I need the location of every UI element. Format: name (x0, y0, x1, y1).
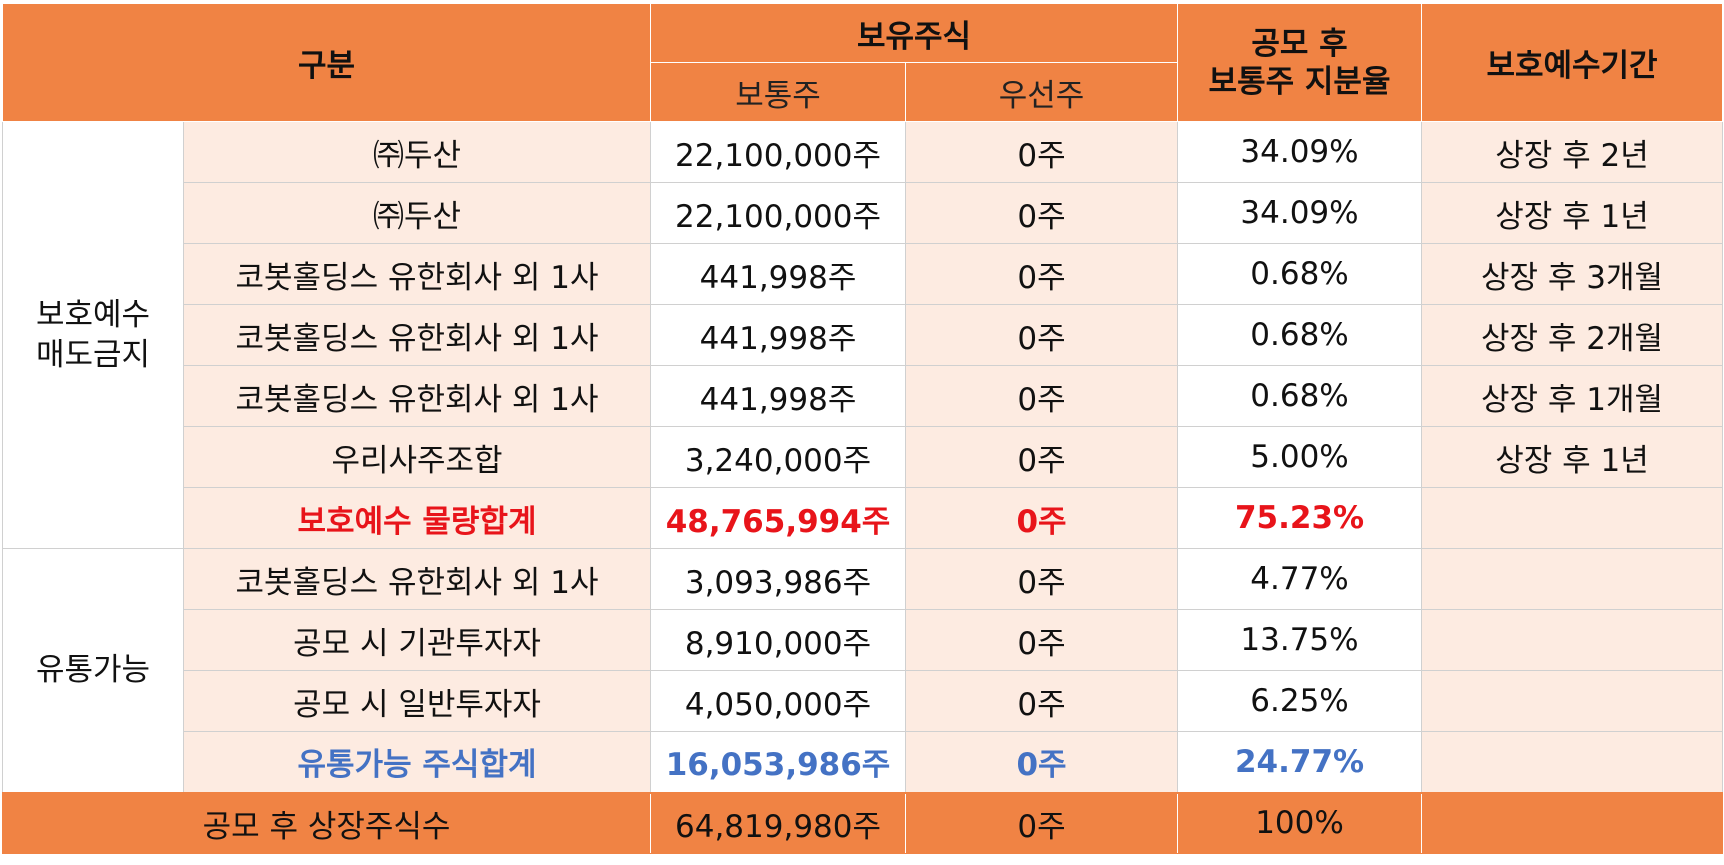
header-ratio-line2: 보통주 지분율 (1208, 63, 1391, 100)
row-ratio: 75.23% (1177, 487, 1423, 549)
row-period: 상장 후 1년 (1421, 182, 1724, 244)
header-ratio: 공모 후 보통주 지분율 (1177, 3, 1423, 122)
header-lockup-period: 보호예수기간 (1421, 3, 1724, 122)
footer-name: 공모 후 상장주식수 (1, 791, 652, 854)
row-common: 16,053,986주 (650, 731, 907, 793)
header-common: 보통주 (650, 62, 907, 122)
row-common: 441,998주 (650, 365, 907, 427)
row-preferred: 0주 (905, 731, 1179, 793)
header-category: 구분 (1, 3, 652, 122)
row-ratio: 13.75% (1177, 609, 1423, 671)
footer-ratio: 100% (1177, 791, 1423, 854)
row-name: 공모 시 일반투자자 (182, 670, 652, 732)
header-holdings: 보유주식 (650, 3, 1179, 63)
row-common: 22,100,000주 (650, 121, 907, 183)
table-row: 코봇홀딩스 유한회사 외 1사 441,998주 0주 0.68% 상장 후 2… (3, 304, 1724, 366)
table-row: 공모 시 기관투자자 8,910,000주 0주 13.75% (3, 609, 1724, 671)
row-common: 3,093,986주 (650, 548, 907, 610)
footer-preferred: 0주 (905, 791, 1179, 854)
row-preferred: 0주 (905, 182, 1179, 244)
row-preferred: 0주 (905, 243, 1179, 305)
row-preferred: 0주 (905, 121, 1179, 183)
header-preferred: 우선주 (905, 62, 1179, 122)
table-row: 유통가능 코봇홀딩스 유한회사 외 1사 3,093,986주 0주 4.77% (2, 548, 1724, 793)
footer-common: 64,819,980주 (650, 791, 907, 854)
row-ratio: 0.68% (1177, 365, 1423, 427)
row-ratio: 5.00% (1177, 426, 1423, 488)
row-preferred: 0주 (905, 548, 1179, 610)
table-row: 코봇홀딩스 유한회사 외 1사 441,998주 0주 0.68% 상장 후 1… (3, 365, 1724, 427)
row-ratio: 4.77% (1177, 548, 1423, 610)
row-name: 코봇홀딩스 유한회사 외 1사 (182, 304, 652, 366)
row-ratio: 6.25% (1177, 670, 1423, 732)
row-period: 상장 후 2개월 (1421, 304, 1724, 366)
row-name: 코봇홀딩스 유한회사 외 1사 (182, 548, 652, 610)
row-ratio: 0.68% (1177, 243, 1423, 305)
row-preferred: 0주 (905, 487, 1179, 549)
row-common: 441,998주 (650, 243, 907, 305)
row-period (1421, 731, 1724, 793)
row-name: 코봇홀딩스 유한회사 외 1사 (182, 243, 652, 305)
shareholding-table: 구분 보유주식 공모 후 보통주 지분율 보호예수기간 보통주 우선주 보호예수… (1, 3, 1724, 854)
row-ratio: 34.09% (1177, 121, 1423, 183)
row-period (1421, 548, 1724, 610)
row-preferred: 0주 (905, 609, 1179, 671)
header-ratio-line1: 공모 후 (1251, 25, 1348, 62)
row-ratio: 24.77% (1177, 731, 1423, 793)
row-common: 22,100,000주 (650, 182, 907, 244)
row-common: 3,240,000주 (650, 426, 907, 488)
row-preferred: 0주 (905, 670, 1179, 732)
row-period (1421, 609, 1724, 671)
group-tradable: 유통가능 (2, 548, 184, 793)
row-ratio: 34.09% (1177, 182, 1423, 244)
row-period: 상장 후 2년 (1421, 121, 1724, 183)
row-common: 48,765,994주 (650, 487, 907, 549)
row-name: ㈜두산 (182, 182, 652, 244)
table-row: 코봇홀딩스 유한회사 외 1사 441,998주 0주 0.68% 상장 후 3… (3, 243, 1724, 305)
row-name: 우리사주조합 (182, 426, 652, 488)
row-name: 코봇홀딩스 유한회사 외 1사 (182, 365, 652, 427)
row-ratio: 0.68% (1177, 304, 1423, 366)
row-common: 441,998주 (650, 304, 907, 366)
row-name: 유통가능 주식합계 (182, 731, 652, 793)
row-period: 상장 후 3개월 (1421, 243, 1724, 305)
row-name: 보호예수 물량합계 (182, 487, 652, 549)
row-preferred: 0주 (905, 426, 1179, 488)
table-row: ㈜두산 22,100,000주 0주 34.09% 상장 후 1년 (3, 182, 1724, 244)
row-period (1421, 487, 1724, 549)
row-common: 4,050,000주 (650, 670, 907, 732)
row-common: 8,910,000주 (650, 609, 907, 671)
row-preferred: 0주 (905, 304, 1179, 366)
footer-period (1421, 791, 1724, 854)
table-row-tradable-total: 유통가능 주식합계 16,053,986주 0주 24.77% (3, 731, 1724, 793)
group-locked-line2: 매도금지 (35, 337, 151, 373)
group-locked-line1: 보호예수 (35, 297, 151, 333)
row-name: ㈜두산 (182, 121, 652, 183)
row-period: 상장 후 1개월 (1421, 365, 1724, 427)
row-name: 공모 시 기관투자자 (182, 609, 652, 671)
row-period (1421, 670, 1724, 732)
table-row-footer: 공모 후 상장주식수 64,819,980주 0주 100% (1, 791, 1724, 854)
table-row: 우리사주조합 3,240,000주 0주 5.00% 상장 후 1년 (3, 426, 1724, 488)
table-row: 공모 시 일반투자자 4,050,000주 0주 6.25% (3, 670, 1724, 732)
table-row: 보호예수 매도금지 ㈜두산 22,100,000주 0주 34.09% 상장 후… (2, 121, 1724, 549)
row-preferred: 0주 (905, 365, 1179, 427)
row-period: 상장 후 1년 (1421, 426, 1724, 488)
table-row-locked-total: 보호예수 물량합계 48,765,994주 0주 75.23% (3, 487, 1724, 549)
group-locked: 보호예수 매도금지 (2, 121, 184, 549)
